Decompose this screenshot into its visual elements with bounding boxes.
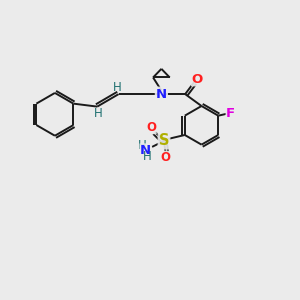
- Text: F: F: [226, 107, 235, 120]
- Text: O: O: [191, 73, 203, 86]
- Text: H: H: [143, 151, 152, 164]
- Text: O: O: [146, 121, 156, 134]
- Text: S: S: [159, 134, 169, 148]
- Text: H: H: [138, 140, 146, 152]
- Text: H: H: [113, 81, 122, 94]
- Text: H: H: [94, 106, 103, 120]
- Text: N: N: [140, 144, 151, 157]
- Text: N: N: [156, 88, 167, 100]
- Text: O: O: [160, 151, 170, 164]
